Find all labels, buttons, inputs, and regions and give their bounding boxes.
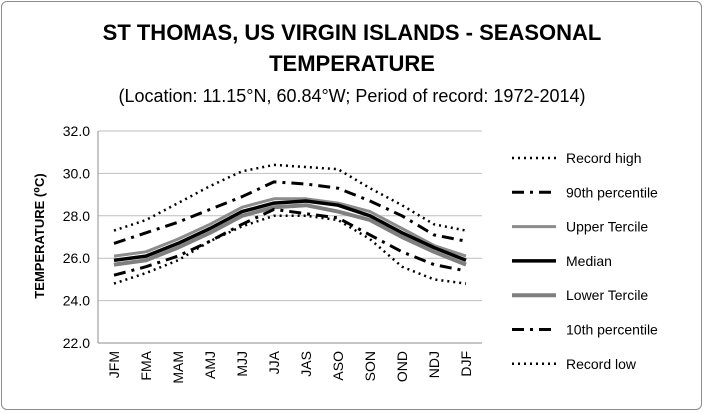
series-lines	[113, 163, 467, 285]
x-tick-label: MAM	[170, 351, 186, 384]
x-tick-label: DJF	[458, 351, 474, 377]
legend: Record high 90th percentile Upper Tercile M…	[512, 150, 658, 372]
y-tick-label: 22.0	[63, 335, 90, 351]
y-tick-label: 24.0	[63, 293, 90, 309]
chart-title-line-1: ST THOMAS, US VIRGIN ISLANDS - SEASONAL	[103, 20, 602, 45]
legend-label: Lower Tercile	[566, 287, 648, 303]
y-tick-label: 32.0	[63, 123, 90, 139]
x-tick-label: AMJ	[202, 351, 218, 379]
legend-label: 10th percentile	[566, 322, 658, 338]
legend-label: Record low	[566, 356, 637, 372]
chart-subtitle: (Location: 11.15°N, 60.84°W; Period of r…	[118, 86, 585, 106]
x-tick-label: MJJ	[234, 351, 250, 377]
series-line-median	[113, 199, 467, 263]
x-tick-label: JAS	[298, 351, 314, 377]
x-tick-label: JFM	[106, 351, 122, 378]
legend-label: Median	[566, 253, 612, 269]
legend-label: 90th percentile	[566, 184, 658, 200]
gridlines	[97, 130, 482, 344]
x-tick-label: ASO	[330, 351, 346, 381]
y-tick-label: 26.0	[63, 250, 90, 266]
y-tick-label: 28.0	[63, 208, 90, 224]
y-tick-labels: 22.0 24.0 26.0 28.0 30.0 32.0	[63, 123, 90, 351]
chart-title-line-2: TEMPERATURE	[269, 51, 435, 76]
x-tick-label: JJA	[266, 350, 282, 374]
x-tick-label: OND	[394, 351, 410, 382]
legend-label: Record high	[566, 150, 642, 166]
series-line-10th-percentile	[113, 207, 467, 277]
x-tick-label: SON	[362, 351, 378, 381]
series-line-upper-tercile	[113, 197, 467, 258]
y-axis-label: TEMPERATURE (⁰C)	[32, 173, 47, 298]
x-tick-labels: JFM FMA MAM AMJ MJJ JJA JAS ASO SON OND NDJ DJF	[106, 350, 474, 383]
x-tick-label: FMA	[138, 350, 154, 380]
y-tick-label: 30.0	[63, 165, 90, 181]
series-line-90th-percentile	[113, 180, 467, 245]
series-line-lower-tercile	[113, 203, 467, 267]
x-tick-label: NDJ	[426, 351, 442, 378]
legend-label: Upper Tercile	[566, 219, 648, 235]
